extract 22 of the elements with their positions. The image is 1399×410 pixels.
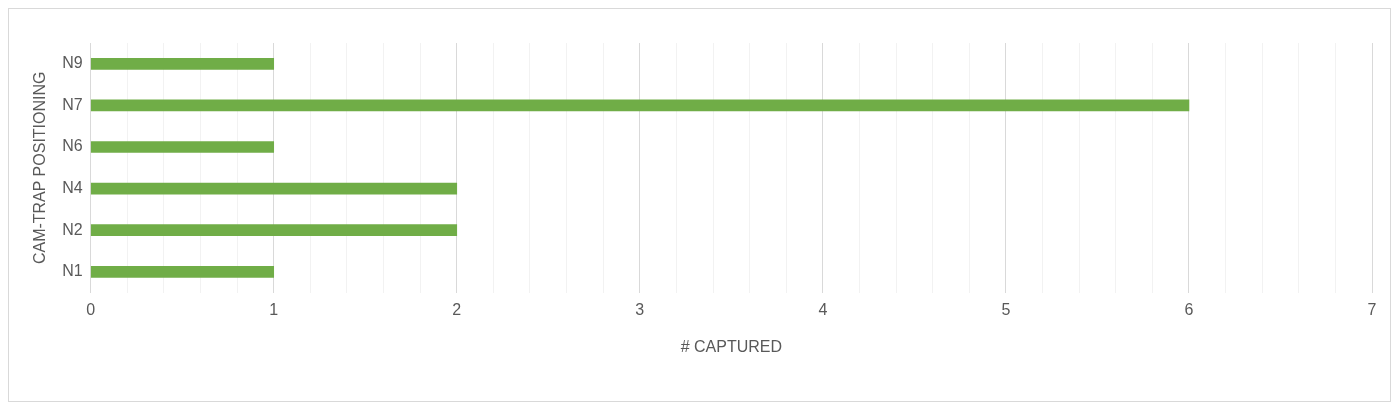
x-tick-label: 3 bbox=[635, 300, 645, 318]
y-tick-label: N1 bbox=[62, 262, 83, 280]
bar bbox=[90, 224, 458, 237]
bar bbox=[90, 182, 458, 195]
x-tick-label: 2 bbox=[452, 300, 462, 318]
bar bbox=[90, 57, 275, 70]
x-tick-label: 7 bbox=[1367, 300, 1377, 318]
bar bbox=[90, 99, 1190, 112]
y-tick-label: N2 bbox=[62, 220, 83, 238]
y-tick-label: N4 bbox=[62, 179, 83, 197]
x-tick-label: 4 bbox=[818, 300, 828, 318]
bar bbox=[90, 141, 275, 153]
bar bbox=[90, 265, 275, 278]
y-tick-label: N9 bbox=[62, 54, 83, 72]
x-tick-label: 1 bbox=[269, 300, 279, 318]
y-axis-title: CAM-TRAP POSITIONING bbox=[31, 71, 49, 265]
x-tick-label: 6 bbox=[1184, 300, 1194, 318]
y-tick-label: N7 bbox=[62, 95, 83, 113]
x-tick-label: 5 bbox=[1001, 300, 1011, 318]
y-tick-label: N6 bbox=[62, 137, 83, 155]
x-axis-title: # CAPTURED bbox=[680, 337, 783, 355]
x-tick-label: 0 bbox=[86, 300, 96, 318]
